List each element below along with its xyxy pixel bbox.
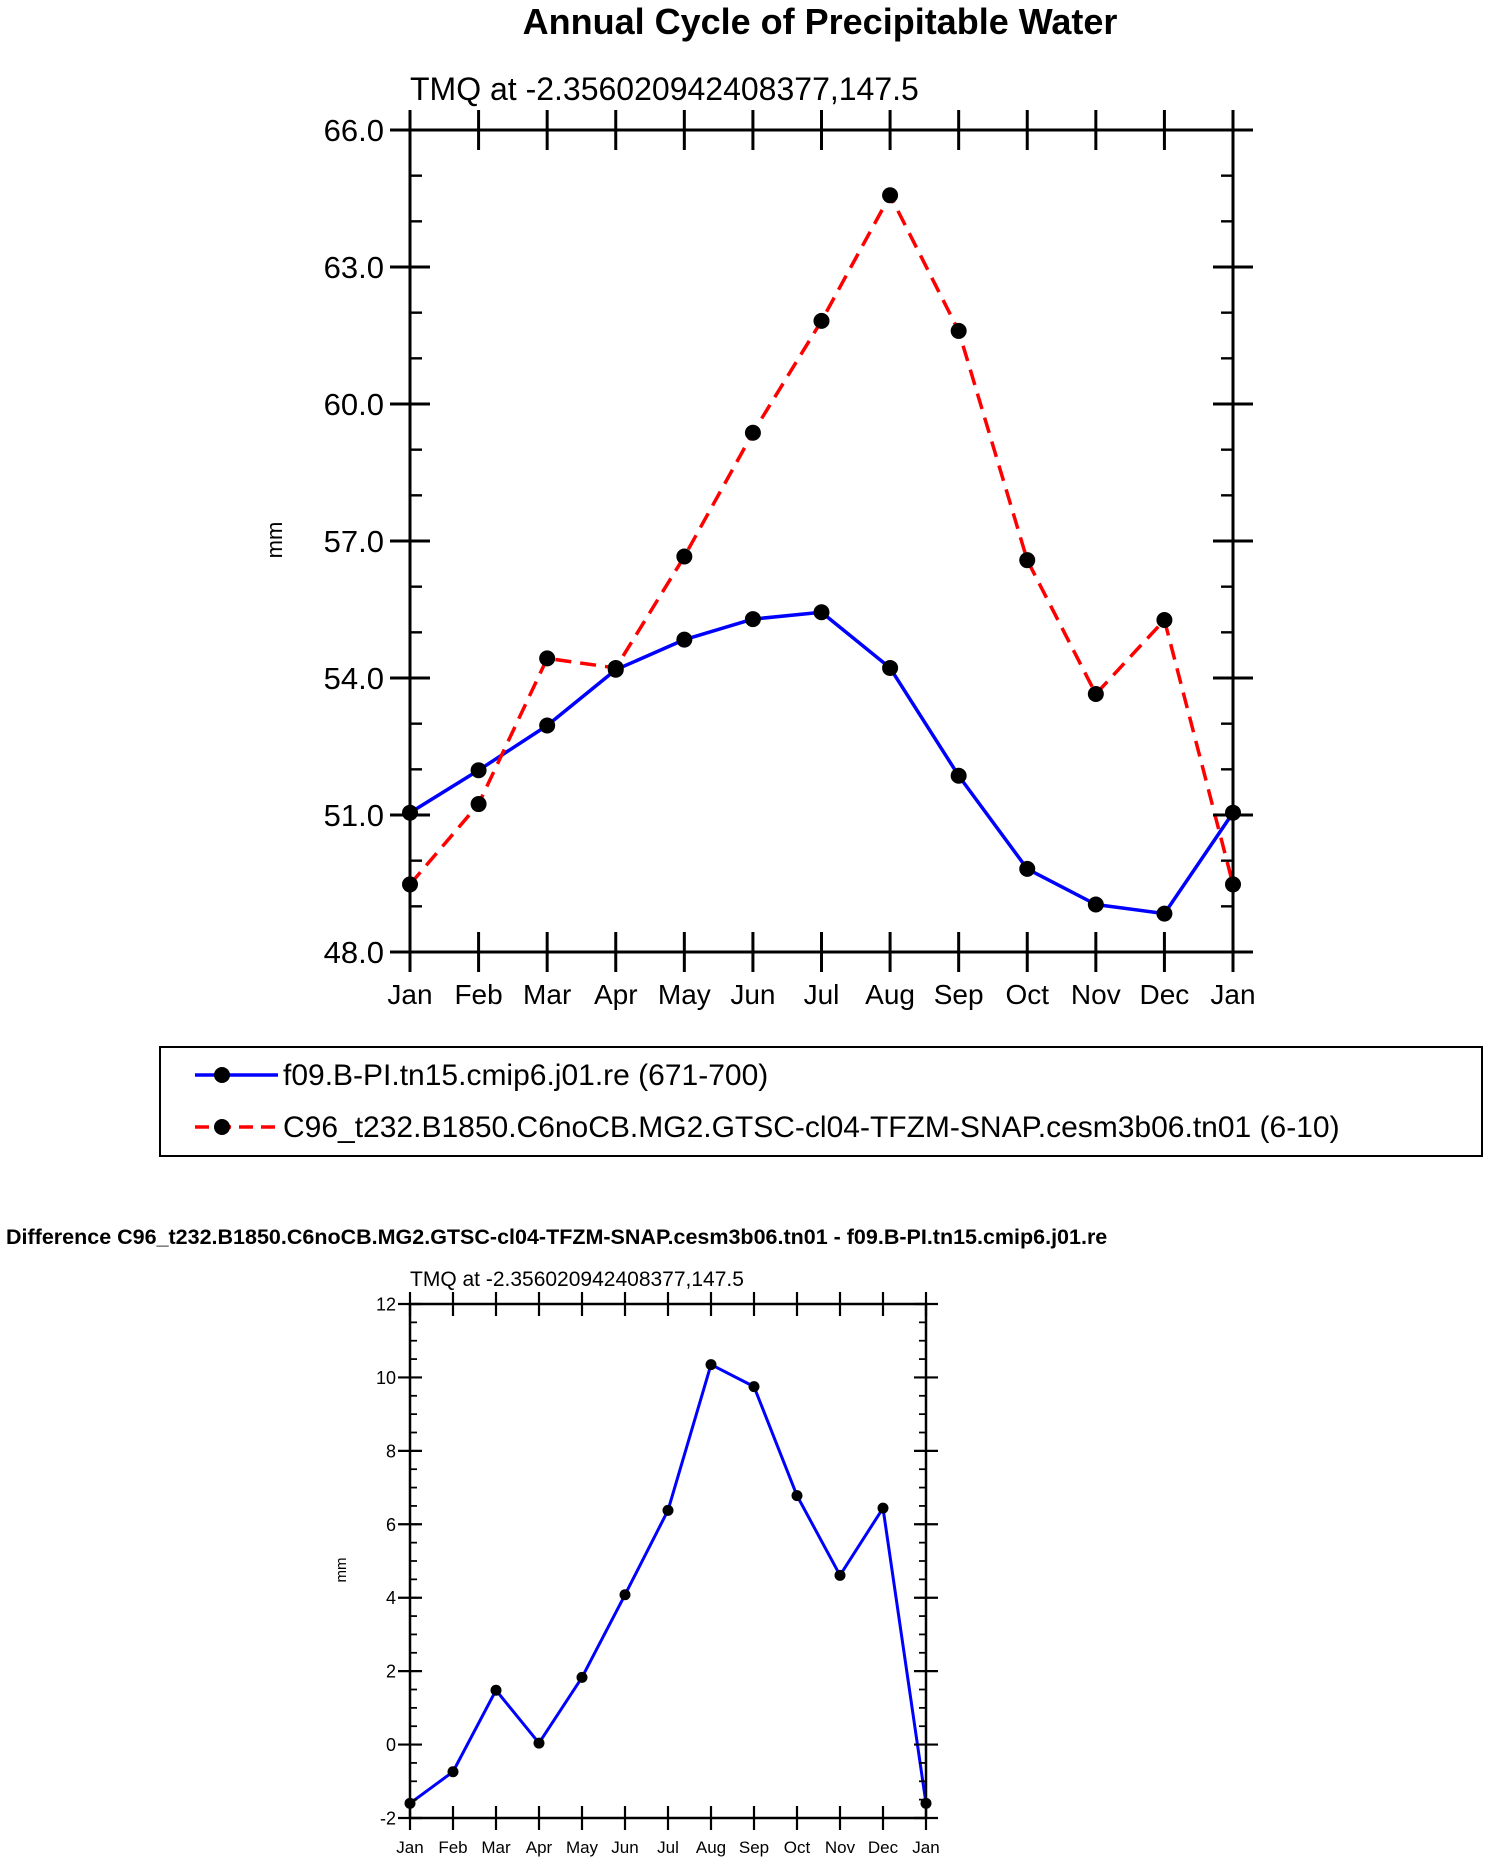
- chart1-xtick-label: Aug: [865, 979, 915, 1010]
- chart2-xtick-label: Jul: [657, 1838, 679, 1857]
- chart2-y-ticks: -2 0 2 4 6 8 10 12: [376, 1294, 396, 1828]
- chart1-series-2-point: [1019, 552, 1036, 569]
- chart2-xtick-label: Jan: [396, 1838, 423, 1857]
- chart1-xtick-label: Jan: [387, 979, 432, 1010]
- legend-marker-blue: [214, 1067, 230, 1083]
- chart1-series-2-point: [744, 424, 761, 441]
- chart1-ytick-label: 66.0: [324, 113, 384, 148]
- chart1-series-2-point: [950, 322, 967, 339]
- chart1-x-ticks: Jan Feb Mar Apr May Jun Jul Aug Sep Oct Nov Dec Jan: [387, 979, 1255, 1010]
- chart2-ytick-label: 10: [376, 1368, 396, 1388]
- chart2-ylabel: mm: [333, 1558, 350, 1583]
- chart2-series-1-point: [490, 1684, 502, 1696]
- chart1-xtick-label: May: [658, 979, 711, 1010]
- chart1-xtick-label: Nov: [1071, 979, 1121, 1010]
- chart1-ytick-label: 54.0: [324, 661, 384, 696]
- chart1-ytick-label: 51.0: [324, 798, 384, 833]
- chart1-series-2-point: [813, 312, 830, 329]
- chart2-ytick-label: 2: [386, 1662, 396, 1682]
- chart1-series-1-point: [1156, 905, 1173, 922]
- chart1-xtick-label: Dec: [1140, 979, 1190, 1010]
- chart1-series-2-point: [882, 187, 899, 204]
- chart1-xtick-label: Apr: [594, 979, 638, 1010]
- chart2-title: Difference C96_t232.B1850.C6noCB.MG2.GTS…: [6, 1225, 1107, 1249]
- chart2-xtick-label: Nov: [825, 1838, 856, 1857]
- chart1-series-1-point: [539, 717, 556, 734]
- chart1-ytick-label: 48.0: [324, 935, 384, 970]
- chart2-series-1-point: [447, 1766, 459, 1778]
- chart1-series-1-point: [882, 659, 899, 676]
- chart2-xtick-label: Apr: [526, 1838, 553, 1857]
- chart1-series: [402, 187, 1241, 922]
- chart1-series-2-point: [470, 796, 487, 813]
- chart2-series: [404, 1359, 932, 1809]
- chart1-y-ticks: 48.0 51.0 54.0 57.0 60.0 63.0 66.0: [324, 113, 384, 970]
- chart2-x-ticks: Jan Feb Mar Apr May Jun Jul Aug Sep Oct Nov Dec Jan: [396, 1838, 939, 1857]
- chart2-subtitle: TMQ at -2.356020942408377,147.5: [410, 1268, 744, 1291]
- chart1-series-1-point: [676, 631, 693, 648]
- chart2-xtick-label: Feb: [438, 1838, 467, 1857]
- chart2-ytick-label: 12: [376, 1294, 396, 1314]
- legend-entry-2: C96_t232.B1850.C6noCB.MG2.GTSC-cl04-TFZM…: [283, 1111, 1340, 1144]
- chart2-xtick-label: Jan: [912, 1838, 939, 1857]
- chart1-series-1-point: [470, 762, 487, 779]
- chart2-xtick-label: May: [566, 1838, 599, 1857]
- chart2-series-1-point: [705, 1359, 717, 1371]
- chart2-ytick-label: -2: [380, 1808, 396, 1828]
- chart1-series-2-point: [1156, 612, 1173, 629]
- chart1-series-1-point: [813, 604, 830, 621]
- chart2-series-1-point: [533, 1737, 545, 1749]
- chart2-tick-marks: [398, 1292, 938, 1830]
- legend-entry-1: f09.B-PI.tn15.cmip6.j01.re (671-700): [283, 1059, 768, 1092]
- chart1-xtick-label: Oct: [1005, 979, 1049, 1010]
- chart2-xtick-label: Mar: [481, 1838, 511, 1857]
- chart2-ytick-label: 6: [386, 1515, 396, 1535]
- chart1-series-1-point: [1019, 860, 1036, 877]
- chart1-ytick-label: 63.0: [324, 250, 384, 285]
- chart1-series-line-2: [408, 193, 1235, 886]
- chart2-ytick-label: 8: [386, 1441, 396, 1461]
- chart1-series-1-point: [1087, 896, 1104, 913]
- chart2-ytick-label: 0: [386, 1735, 396, 1755]
- chart2-series-1-point: [877, 1502, 889, 1514]
- legend-marker-red: [214, 1119, 230, 1135]
- chart2-xtick-label: Oct: [784, 1838, 811, 1857]
- chart2-ytick-label: 4: [386, 1588, 396, 1608]
- chart1-tick-marks: [390, 110, 1253, 972]
- chart1-xtick-label: Mar: [523, 979, 571, 1010]
- chart1-plot-frame: [408, 128, 1235, 954]
- chart2-series-line-1: [409, 1363, 928, 1805]
- chart2-series-1-point: [748, 1381, 760, 1393]
- chart1-ytick-label: 57.0: [324, 524, 384, 559]
- chart1-series-1-point: [744, 611, 761, 628]
- chart1-series-line-1: [409, 610, 1235, 916]
- chart1-series-2-point: [539, 650, 556, 667]
- chart1-xtick-label: Sep: [934, 979, 984, 1010]
- chart2-series-1-point: [791, 1490, 803, 1502]
- chart1-xtick-label: Feb: [454, 979, 502, 1010]
- chart1-ytick-label: 60.0: [324, 387, 384, 422]
- chart2-series-1-point: [662, 1504, 674, 1516]
- chart1-xtick-label: Jul: [804, 979, 840, 1010]
- chart1-subtitle: TMQ at -2.356020942408377,147.5: [410, 71, 919, 107]
- chart2-xtick-label: Dec: [868, 1838, 899, 1857]
- chart1-series-2-point: [676, 548, 693, 565]
- chart2-xtick-label: Sep: [739, 1838, 769, 1857]
- chart2-series-1-point: [834, 1569, 846, 1581]
- chart1-xtick-label: Jun: [730, 979, 775, 1010]
- chart2-series-1-point: [576, 1671, 588, 1683]
- chart2-xtick-label: Jun: [611, 1838, 638, 1857]
- chart2-xtick-label: Aug: [696, 1838, 726, 1857]
- chart1-title: Annual Cycle of Precipitable Water: [523, 1, 1118, 42]
- chart1-legend: f09.B-PI.tn15.cmip6.j01.re (671-700) C96…: [159, 1046, 1483, 1157]
- legend-box: [159, 1046, 1483, 1157]
- chart1-ylabel: mm: [262, 522, 287, 559]
- chart1-series-2-point: [607, 659, 624, 676]
- chart1-series-2-point: [1087, 685, 1104, 702]
- chart1-xtick-label: Jan: [1210, 979, 1255, 1010]
- chart2-series-1-point: [619, 1589, 631, 1601]
- chart1-series-1-point: [950, 767, 967, 784]
